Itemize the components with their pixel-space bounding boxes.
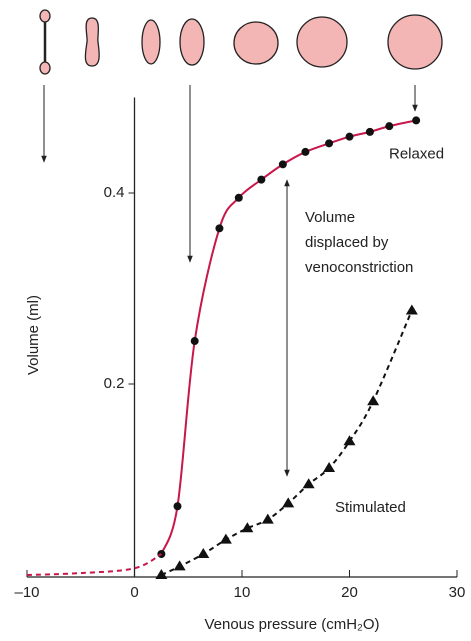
point (278, 160, 287, 169)
series-label: Relaxed (389, 145, 444, 162)
y-tick-label: 0.4 (104, 184, 125, 201)
series-line (26, 553, 162, 576)
point (173, 502, 182, 511)
series-label: Stimulated (335, 499, 406, 516)
y-axis-label: Volume (ml) (25, 295, 42, 375)
point (282, 497, 295, 508)
point (323, 462, 336, 473)
point (261, 513, 274, 524)
point (385, 122, 394, 131)
x-tick-label: –10 (14, 584, 39, 601)
point (345, 132, 354, 141)
point (190, 337, 199, 346)
x-tick-label: 10 (234, 584, 251, 601)
arrows (41, 85, 418, 477)
point (412, 116, 421, 125)
point (302, 478, 315, 489)
annotation: venoconstriction (305, 259, 413, 276)
annotation: Volume (305, 209, 355, 226)
x-axis-label: Venous pressure (cmH₂O) (204, 616, 379, 633)
point (155, 569, 168, 579)
point (301, 147, 310, 156)
point (241, 522, 254, 533)
point (343, 435, 356, 446)
point (234, 193, 243, 202)
series-line (160, 119, 417, 555)
point (405, 304, 418, 315)
x-tick-label: 0 (130, 584, 138, 601)
point (365, 127, 374, 136)
annotation: displaced by (305, 234, 389, 251)
point (219, 533, 232, 544)
vessel-shapes (39, 9, 443, 75)
y-tick-label: 0.2 (104, 375, 125, 392)
point (215, 224, 224, 233)
point (173, 560, 186, 571)
x-tick-label: 20 (341, 584, 358, 601)
point (325, 139, 334, 148)
point (197, 547, 210, 558)
point (367, 395, 380, 406)
x-tick-label: 30 (449, 584, 466, 601)
point (257, 175, 266, 184)
